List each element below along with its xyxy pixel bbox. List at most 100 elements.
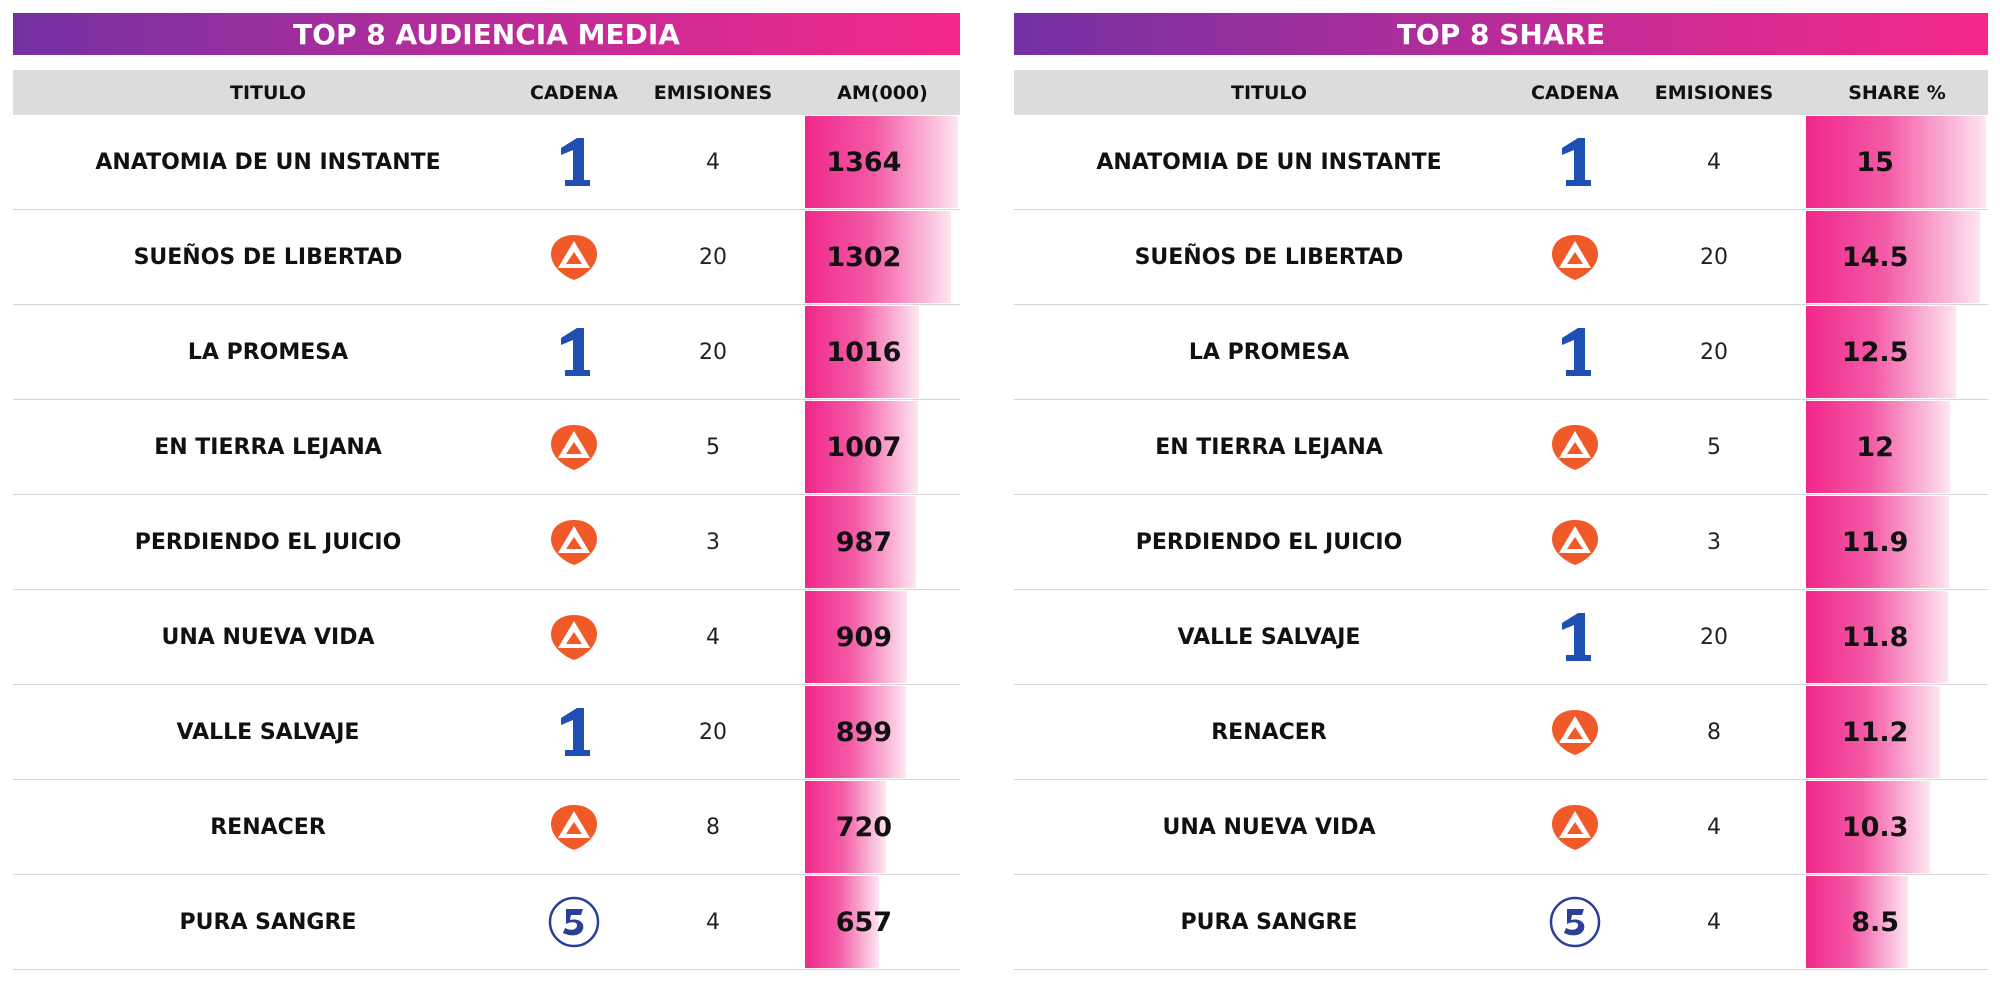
emissions: 8 xyxy=(706,814,720,840)
show-title: ANATOMIA DE UN INSTANTE xyxy=(95,149,441,175)
header-cell: CADENA xyxy=(1530,81,1619,104)
value-label: 8.5 xyxy=(1851,906,1900,938)
antena3-logo xyxy=(551,520,597,565)
table-row: UNA NUEVA VIDA 4 909 xyxy=(13,590,960,685)
table-title: TOP 8 SHARE xyxy=(1014,13,1988,55)
show-title: PURA SANGRE xyxy=(1180,909,1358,935)
header-cell: AM(000) xyxy=(837,81,928,104)
emissions: 3 xyxy=(1707,529,1721,555)
emissions: 8 xyxy=(1707,719,1721,745)
value-label: 657 xyxy=(835,906,893,938)
value-label: 987 xyxy=(835,526,893,558)
table-row: ANATOMIA DE UN INSTANTE 4 15 xyxy=(1014,115,1988,210)
value-bar xyxy=(1806,401,1950,493)
table-row: ANATOMIA DE UN INSTANTE 4 1364 xyxy=(13,115,960,210)
table-row: VALLE SALVAJE 20 899 xyxy=(13,685,960,780)
antena3-logo xyxy=(1552,710,1598,755)
value-bar xyxy=(1806,306,1956,398)
table-row: LA PROMESA 20 12.5 xyxy=(1014,305,1988,400)
channel-logo xyxy=(523,685,625,779)
la1-logo xyxy=(561,138,590,186)
channel-logo xyxy=(1524,495,1626,589)
header-cell: EMISIONES xyxy=(1654,81,1774,104)
table-row: VALLE SALVAJE 20 11.8 xyxy=(1014,590,1988,685)
emissions: 5 xyxy=(1707,434,1721,460)
table-row: PERDIENDO EL JUICIO 3 987 xyxy=(13,495,960,590)
channel-logo xyxy=(523,875,625,969)
table-row: RENACER 8 11.2 xyxy=(1014,685,1988,780)
value-label: 12.5 xyxy=(1841,336,1909,368)
value-bar xyxy=(805,401,918,493)
value-bar xyxy=(805,781,886,873)
value-label: 1364 xyxy=(826,146,902,178)
emissions: 3 xyxy=(706,529,720,555)
channel-logo xyxy=(523,400,625,494)
header-cell: CADENA xyxy=(529,81,618,104)
value-label: 11.8 xyxy=(1841,621,1909,653)
value-bar xyxy=(1806,211,1980,303)
value-label: 10.3 xyxy=(1841,811,1909,843)
channel-logo xyxy=(1524,210,1626,304)
emissions: 4 xyxy=(1707,909,1721,935)
header-row: TITULO CADENA EMISIONES AM(000) xyxy=(13,70,960,115)
show-title: LA PROMESA xyxy=(1188,339,1350,365)
table-row: LA PROMESA 20 1016 xyxy=(13,305,960,400)
channel-logo xyxy=(523,495,625,589)
channel-logo xyxy=(523,305,625,399)
value-label: 14.5 xyxy=(1841,241,1909,273)
antena3-logo xyxy=(1552,425,1598,470)
value-bar xyxy=(805,496,916,588)
show-title: VALLE SALVAJE xyxy=(1177,624,1361,650)
value-label: 899 xyxy=(835,716,893,748)
emissions: 4 xyxy=(706,909,720,935)
value-label: 12 xyxy=(1856,431,1894,463)
table-title: TOP 8 AUDIENCIA MEDIA xyxy=(13,13,960,55)
value-label: 15 xyxy=(1856,146,1894,178)
table-row: UNA NUEVA VIDA 4 10.3 xyxy=(1014,780,1988,875)
value-bar xyxy=(805,686,906,778)
show-title: SUEÑOS DE LIBERTAD xyxy=(133,244,403,270)
value-label: 11.2 xyxy=(1841,716,1909,748)
show-title: SUEÑOS DE LIBERTAD xyxy=(1134,244,1404,270)
channel-logo xyxy=(1524,685,1626,779)
emissions: 4 xyxy=(1707,149,1721,175)
antena3-logo xyxy=(1552,805,1598,850)
show-title: PERDIENDO EL JUICIO xyxy=(1135,529,1403,555)
value-bar xyxy=(1806,876,1908,968)
show-title: VALLE SALVAJE xyxy=(176,719,360,745)
emissions: 20 xyxy=(699,339,727,365)
la1-logo xyxy=(1562,138,1591,186)
channel-logo xyxy=(523,780,625,874)
la1-logo xyxy=(1562,328,1591,376)
table: TOP 8 SHARE TITULO CADENA EMISIONES SHARE % A… xyxy=(1014,13,1988,973)
channel-logo xyxy=(1524,115,1626,209)
telecinco-logo xyxy=(548,896,600,948)
value-bar xyxy=(1806,116,1986,208)
table-row: RENACER 8 720 xyxy=(13,780,960,875)
table-row: EN TIERRA LEJANA 5 1007 xyxy=(13,400,960,495)
telecinco-logo xyxy=(1549,896,1601,948)
value-bar xyxy=(805,211,952,303)
value-bar xyxy=(805,876,879,968)
show-title: UNA NUEVA VIDA xyxy=(1162,814,1376,840)
value-bar xyxy=(1806,686,1941,778)
show-title: EN TIERRA LEJANA xyxy=(154,434,382,460)
channel-logo xyxy=(523,115,625,209)
value-bar xyxy=(1806,496,1949,588)
value-label: 909 xyxy=(835,621,893,653)
emissions: 20 xyxy=(699,719,727,745)
table-row: PURA SANGRE 4 657 xyxy=(13,875,960,970)
value-label: 1007 xyxy=(826,431,902,463)
value-bar xyxy=(805,591,907,683)
value-bar xyxy=(805,306,919,398)
header-cell: SHARE % xyxy=(1848,81,1946,104)
header-cell: TITULO xyxy=(1231,81,1307,104)
table-row: PURA SANGRE 4 8.5 xyxy=(1014,875,1988,970)
channel-logo xyxy=(1524,305,1626,399)
antena3-logo xyxy=(551,805,597,850)
header-cell: TITULO xyxy=(230,81,306,104)
header-row: TITULO CADENA EMISIONES SHARE % xyxy=(1014,70,1988,115)
show-title: PERDIENDO EL JUICIO xyxy=(134,529,402,555)
show-title: LA PROMESA xyxy=(187,339,349,365)
